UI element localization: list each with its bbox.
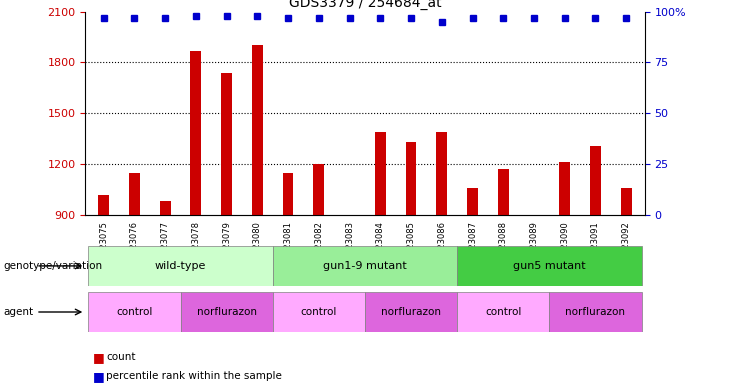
Bar	[283, 173, 293, 215]
Bar	[99, 195, 109, 215]
Text: norflurazon: norflurazon	[196, 307, 256, 317]
Text: gun1-9 mutant: gun1-9 mutant	[323, 261, 407, 271]
Text: norflurazon: norflurazon	[381, 307, 441, 317]
Title: GDS3379 / 254684_at: GDS3379 / 254684_at	[289, 0, 441, 10]
Text: gun5 mutant: gun5 mutant	[513, 261, 585, 271]
Bar	[457, 292, 549, 332]
Bar	[590, 146, 601, 215]
Bar	[498, 169, 508, 215]
Bar	[365, 292, 457, 332]
Bar	[467, 188, 478, 215]
Text: control: control	[485, 307, 522, 317]
Text: wild-type: wild-type	[155, 261, 206, 271]
Bar	[88, 292, 181, 332]
Bar	[273, 292, 365, 332]
Bar	[190, 51, 202, 215]
Bar	[129, 173, 140, 215]
Bar	[181, 292, 273, 332]
Bar	[457, 246, 642, 286]
Bar	[252, 45, 263, 215]
Bar	[160, 202, 170, 215]
Bar	[549, 292, 642, 332]
Text: control: control	[301, 307, 337, 317]
Bar	[436, 132, 447, 215]
Bar	[222, 73, 232, 215]
Text: norflurazon: norflurazon	[565, 307, 625, 317]
Text: ■: ■	[93, 370, 108, 383]
Text: percentile rank within the sample: percentile rank within the sample	[106, 371, 282, 381]
Text: genotype/variation: genotype/variation	[4, 261, 103, 271]
Bar	[344, 215, 355, 220]
Bar	[559, 162, 570, 215]
Bar	[313, 164, 325, 215]
Text: control: control	[116, 307, 153, 317]
Bar	[621, 188, 631, 215]
Bar	[375, 132, 386, 215]
Text: agent: agent	[4, 307, 34, 317]
Bar	[405, 142, 416, 215]
Bar	[273, 246, 457, 286]
Text: ■: ■	[93, 351, 108, 364]
Bar	[88, 246, 273, 286]
Text: count: count	[106, 352, 136, 362]
Bar	[528, 215, 539, 220]
